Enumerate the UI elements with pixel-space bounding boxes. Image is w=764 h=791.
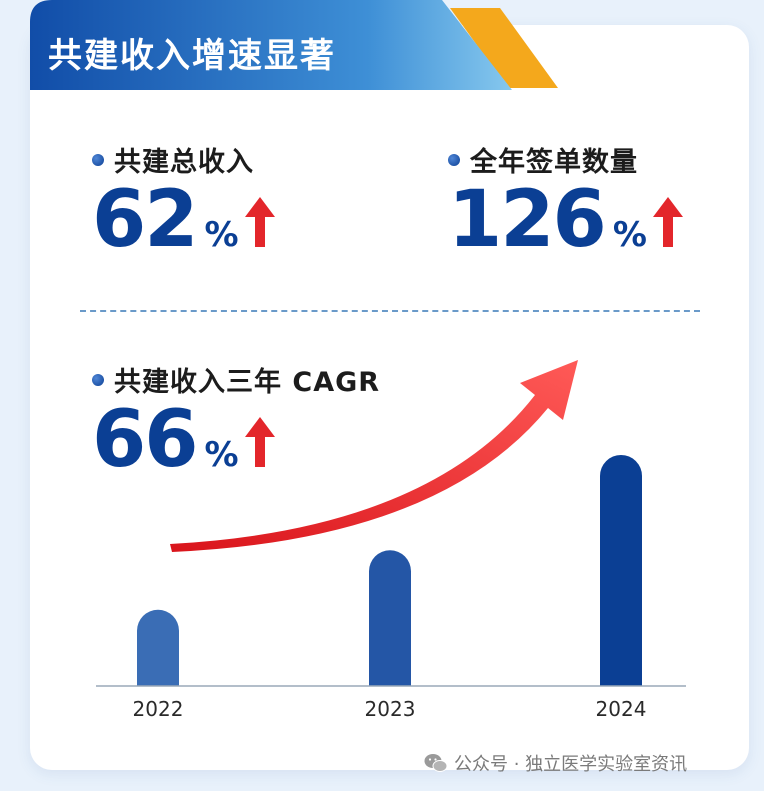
metric-value: 126 (448, 175, 607, 265)
bar-2022 (137, 609, 179, 686)
dashed-divider (80, 310, 700, 312)
banner (30, 0, 558, 90)
bars-layer (137, 454, 642, 686)
red-up-arrow-icon (244, 197, 275, 247)
x-tick-label: 2024 (596, 697, 647, 721)
red-up-arrow-icon (244, 417, 275, 467)
banner-title: 共建收入增速显著 (48, 36, 336, 76)
watermark: 公众号 · 独立医学实验室资讯 (424, 750, 687, 776)
metric-value: 62 (92, 175, 199, 265)
metric-annual-contracts: 全年签单数量 126 % (448, 140, 683, 259)
bullet-dot-icon (92, 373, 104, 386)
watermark-text: 公众号 · 独立医学实验室资讯 (454, 754, 688, 775)
tick-labels-layer: 2022 2023 2024 (133, 697, 647, 721)
trend-arrow (170, 360, 578, 552)
wechat-icon (424, 754, 448, 772)
metric-cagr: 共建收入三年 CAGR 66 % (92, 360, 380, 479)
metric-total-revenue: 共建总收入 62 % (92, 140, 275, 259)
metric-label: 共建总收入 (114, 147, 254, 178)
x-tick-label: 2022 (133, 697, 184, 721)
bullet-dot-icon (448, 153, 460, 166)
x-tick-label: 2023 (365, 697, 416, 721)
bullet-dot-icon (92, 153, 104, 166)
metric-unit: % (204, 215, 239, 255)
bar-2024 (600, 454, 642, 686)
metric-value: 66 (92, 395, 199, 485)
banner-accent-tab (450, 8, 558, 88)
metric-unit: % (612, 215, 647, 255)
banner-background (30, 0, 512, 90)
bar-2023 (369, 550, 411, 686)
metric-label: 共建收入三年 CAGR (114, 367, 381, 398)
metric-unit: % (204, 435, 239, 475)
red-up-arrow-icon (652, 197, 683, 247)
metric-label: 全年签单数量 (470, 147, 638, 178)
